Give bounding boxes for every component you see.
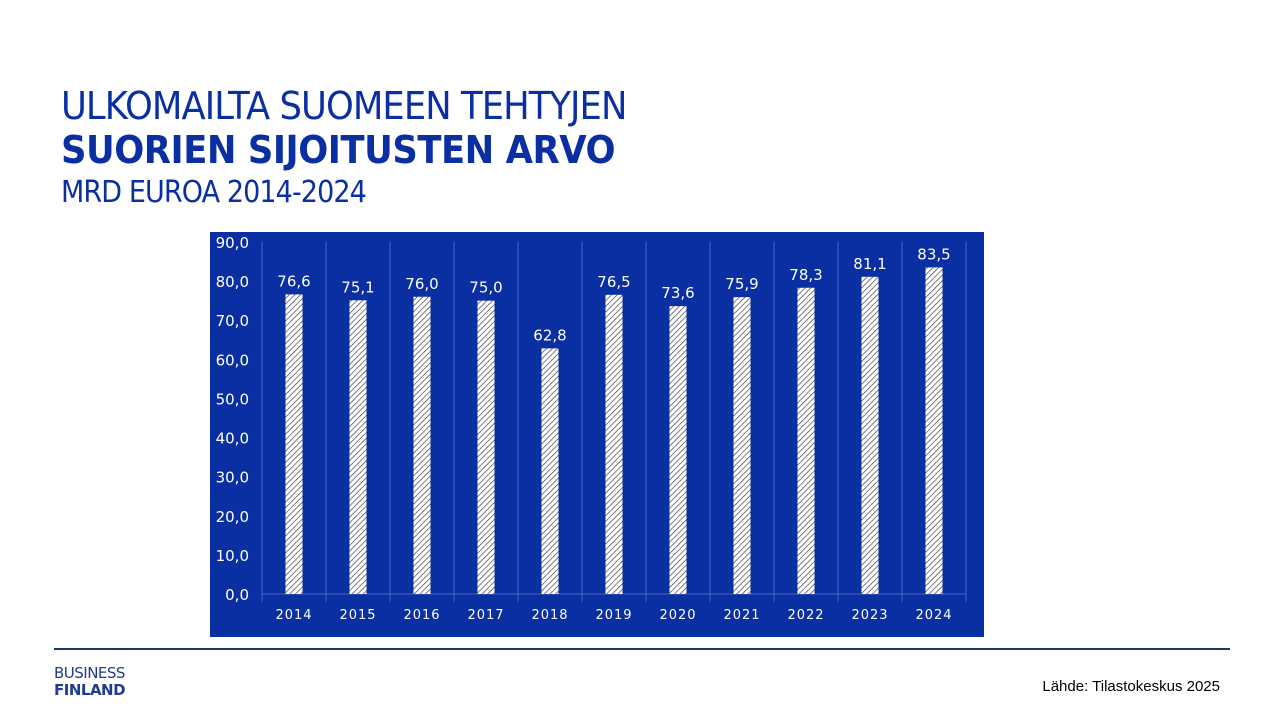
data-label: 76,0 bbox=[405, 275, 438, 293]
title-line-2: SUORIEN SIJOITUSTEN ARVO bbox=[61, 128, 616, 172]
x-tick-label: 2023 bbox=[851, 608, 888, 623]
business-finland-logo: BUSINESS FINLAND bbox=[54, 664, 126, 699]
bar-2019 bbox=[605, 294, 623, 594]
y-tick-label: 50,0 bbox=[216, 390, 249, 408]
data-label: 76,6 bbox=[277, 272, 310, 290]
y-tick-label: 70,0 bbox=[216, 312, 249, 330]
data-label: 75,1 bbox=[341, 278, 374, 296]
y-tick-label: 0,0 bbox=[225, 586, 249, 604]
logo-line-2: FINLAND bbox=[54, 681, 126, 699]
bar-2017 bbox=[477, 300, 495, 594]
y-tick-label: 30,0 bbox=[216, 469, 249, 487]
x-tick-label: 2015 bbox=[339, 608, 376, 623]
x-tick-label: 2022 bbox=[787, 608, 824, 623]
x-tick-label: 2016 bbox=[403, 608, 440, 623]
y-tick-label: 80,0 bbox=[216, 273, 249, 291]
data-label: 81,1 bbox=[853, 255, 886, 273]
data-label: 75,0 bbox=[469, 279, 502, 297]
data-label: 76,5 bbox=[597, 273, 630, 291]
source-note: Lähde: Tilastokeskus 2025 bbox=[1042, 678, 1220, 695]
data-label: 75,9 bbox=[725, 275, 758, 293]
y-tick-label: 10,0 bbox=[216, 547, 249, 565]
y-tick-label: 40,0 bbox=[216, 430, 249, 448]
chart-background bbox=[210, 232, 984, 637]
bar-2015 bbox=[349, 300, 367, 594]
bar-2024 bbox=[925, 267, 943, 594]
y-tick-label: 90,0 bbox=[216, 234, 249, 252]
bar-2021 bbox=[733, 297, 751, 594]
bar-2016 bbox=[413, 296, 431, 594]
x-tick-label: 2024 bbox=[915, 608, 952, 623]
bar-2018 bbox=[541, 348, 559, 594]
y-tick-label: 60,0 bbox=[216, 351, 249, 369]
x-tick-label: 2020 bbox=[659, 608, 696, 623]
bar-2022 bbox=[797, 287, 815, 594]
subtitle: MRD EUROA 2014-2024 bbox=[61, 175, 367, 210]
x-tick-label: 2018 bbox=[531, 608, 568, 623]
x-tick-label: 2017 bbox=[467, 608, 504, 623]
bar-chart: 76,6 75,1 76,0 75,0 62,8 76,5 73,6 75,9 78,3 81,1… bbox=[210, 232, 984, 637]
bar-2023 bbox=[861, 276, 879, 594]
logo-line-1: BUSINESS bbox=[54, 664, 125, 682]
data-label: 78,3 bbox=[789, 266, 822, 284]
title-line-1: ULKOMAILTA SUOMEEN TEHTYJEN bbox=[61, 84, 627, 128]
x-tick-label: 2014 bbox=[275, 608, 312, 623]
bar-2020 bbox=[669, 306, 687, 594]
footer-divider bbox=[54, 648, 1230, 650]
x-tick-label: 2021 bbox=[723, 608, 760, 623]
x-tick-label: 2019 bbox=[595, 608, 632, 623]
data-label: 73,6 bbox=[661, 284, 694, 302]
bar-2014 bbox=[285, 294, 303, 594]
data-label: 62,8 bbox=[533, 326, 566, 344]
y-tick-label: 20,0 bbox=[216, 508, 249, 526]
data-label: 83,5 bbox=[917, 245, 950, 263]
